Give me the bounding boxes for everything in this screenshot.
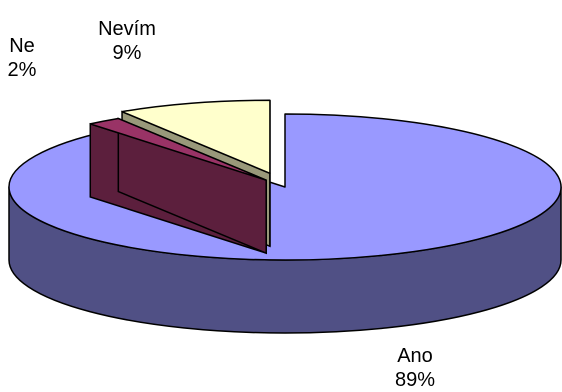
slice-label-ano: Ano 89%: [380, 344, 450, 392]
slice-label-ano-name: Ano: [397, 345, 433, 367]
slice-label-ne-name: Ne: [9, 35, 35, 57]
pie-slice-ne: [89, 117, 267, 181]
slice-label-ano-value: 89%: [394, 369, 436, 391]
slice-label-nevim: Nevím 9%: [82, 17, 172, 65]
slice-label-nevim-value: 9%: [112, 42, 142, 64]
slice-label-ne-value: 2%: [7, 59, 37, 81]
slice-label-ne: Ne 2%: [0, 34, 44, 82]
slice-label-nevim-name: Nevím: [98, 18, 156, 40]
pie-slice-nevim: [121, 99, 271, 175]
